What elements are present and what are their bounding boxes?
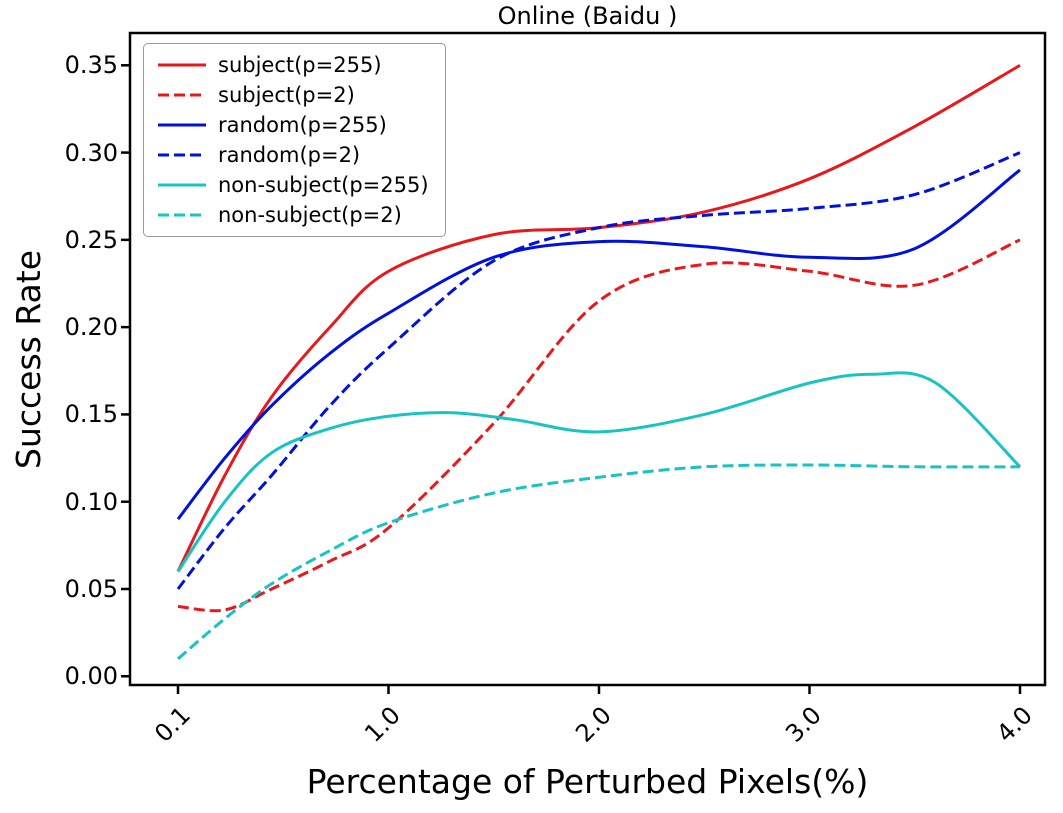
x-axis-label: Percentage of Perturbed Pixels(%) — [306, 762, 869, 801]
x-tick-label: 4.0 — [991, 701, 1038, 748]
legend-line-sample — [158, 153, 206, 157]
y-tick-label: 0.25 — [64, 225, 118, 254]
y-tick-label: 0.20 — [64, 313, 118, 342]
series-line-random-p-2- — [176, 151, 1021, 590]
series-line-random-p-255- — [176, 168, 1021, 521]
y-tick-label: 0.05 — [64, 574, 118, 603]
series-line-non-subject-p-255- — [176, 371, 1022, 573]
legend-item: random(p=2) — [156, 143, 429, 167]
x-tick-label: 1.0 — [359, 701, 407, 748]
legend-item: random(p=255) — [156, 113, 429, 137]
legend-label: non-subject(p=2) — [218, 203, 402, 227]
legend-line-sample — [158, 123, 206, 127]
legend-item: subject(p=2) — [156, 83, 429, 107]
series-line-subject-p-255- — [176, 64, 1021, 573]
y-tick-label: 0.00 — [64, 662, 118, 691]
legend: subject(p=255) subject(p=2) random(p=255) r… — [143, 43, 446, 237]
y-tick-labels: 0.00 0.05 0.10 0.15 0.20 0.25 0.30 0.35 — [0, 33, 118, 690]
legend-line-sample — [158, 183, 206, 187]
legend-label: subject(p=255) — [218, 53, 382, 77]
x-tick-labels: 0.1 1.0 2.0 3.0 4.0 — [130, 685, 1045, 765]
series-line-subject-p-2- — [177, 238, 1021, 613]
legend-label: subject(p=2) — [218, 83, 355, 107]
legend-item: non-subject(p=255) — [156, 173, 429, 197]
y-tick-label: 0.15 — [64, 400, 118, 429]
x-tick-label: 2.0 — [570, 701, 617, 748]
series-line-non-subject-p-2- — [177, 463, 1021, 660]
legend-line-sample — [158, 213, 206, 217]
legend-label: random(p=255) — [218, 113, 387, 137]
y-tick-label: 0.10 — [64, 487, 118, 516]
legend-label: non-subject(p=255) — [218, 173, 429, 197]
legend-item: subject(p=255) — [156, 53, 429, 77]
y-tick-label: 0.30 — [64, 138, 118, 167]
legend-line-sample — [158, 93, 206, 97]
legend-line-sample — [158, 63, 206, 67]
legend-item: non-subject(p=2) — [156, 203, 429, 227]
x-tick-label: 0.1 — [149, 701, 196, 748]
chart-title: Online (Baidu ) — [497, 2, 678, 30]
x-tick-label: 3.0 — [780, 701, 828, 748]
y-tick-label: 0.35 — [64, 51, 118, 80]
legend-label: random(p=2) — [218, 143, 361, 167]
